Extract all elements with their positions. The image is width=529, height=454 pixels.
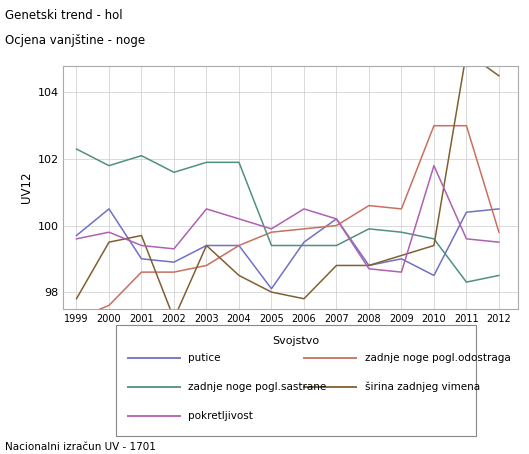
- Text: Svojstvo: Svojstvo: [272, 336, 320, 346]
- X-axis label: Godina rođenja: Godina rođenja: [246, 328, 336, 341]
- Text: Nacionalni izračun UV - 1701: Nacionalni izračun UV - 1701: [5, 442, 156, 452]
- Text: zadnje noge pogl.odostraga: zadnje noge pogl.odostraga: [364, 353, 510, 363]
- Y-axis label: UV12: UV12: [20, 172, 33, 203]
- Text: Ocjena vanjštine - noge: Ocjena vanjštine - noge: [5, 34, 145, 47]
- FancyBboxPatch shape: [116, 325, 476, 436]
- Text: Genetski trend - hol: Genetski trend - hol: [5, 9, 123, 22]
- Text: putice: putice: [188, 353, 221, 363]
- Text: pokretljivost: pokretljivost: [188, 411, 253, 421]
- Text: širina zadnjeg vimena: širina zadnjeg vimena: [364, 382, 480, 392]
- Text: zadnje noge pogl.sastrane: zadnje noge pogl.sastrane: [188, 382, 326, 392]
